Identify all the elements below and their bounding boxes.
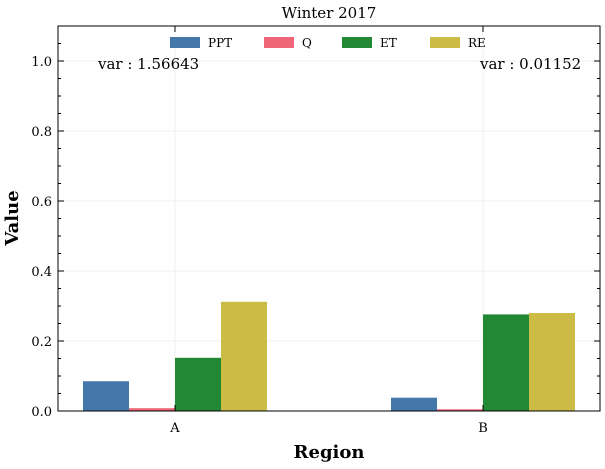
legend-label-re: RE [468,36,486,50]
y-tick-label: 1.0 [31,55,52,70]
y-tick-label: 0.6 [31,195,52,210]
y-tick-label: 0.8 [31,125,52,140]
variance-annotation: var : 1.56643 [97,55,199,73]
legend-label-ppt: PPT [208,36,232,50]
legend-swatch-et [342,37,372,48]
legend-label-q: Q [302,36,312,50]
x-tick-label: B [478,421,488,436]
bar-group [83,301,575,411]
legend: PPT Q ET RE [170,36,486,50]
x-axis-label: Region [294,442,365,463]
legend-swatch-ppt [170,37,200,48]
variance-annotation: var : 0.01152 [479,55,581,73]
chart-title: Winter 2017 [282,4,377,22]
bar-ppt-b [391,397,437,411]
y-axis-label: Value [2,190,23,246]
bar-re-a [221,301,267,411]
bar-re-b [529,313,575,411]
bar-q-a [129,408,175,411]
y-tick-label: 0.4 [31,265,52,280]
x-tick-label: A [169,421,180,436]
bar-ppt-a [83,381,129,411]
bar-et-b [483,314,529,411]
bar-q-b [437,409,483,411]
legend-swatch-q [264,37,294,48]
y-tick-label: 0.0 [31,405,52,420]
annotations: var : 1.56643 var : 0.01152 [97,55,581,73]
y-axis: 0.0 0.2 0.4 0.6 0.8 1.0 [31,43,600,420]
legend-label-et: ET [380,36,397,50]
y-tick-label: 0.2 [31,335,52,350]
legend-swatch-re [430,37,460,48]
bar-et-a [175,357,221,411]
